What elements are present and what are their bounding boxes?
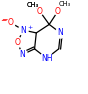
Text: O: O xyxy=(14,38,20,47)
Text: N: N xyxy=(58,28,63,37)
Text: NH: NH xyxy=(41,54,52,63)
Text: CH₃: CH₃ xyxy=(27,2,39,8)
Text: O: O xyxy=(7,18,13,27)
Circle shape xyxy=(18,49,27,60)
Circle shape xyxy=(36,8,43,15)
Text: N: N xyxy=(21,26,26,35)
Text: −: − xyxy=(1,15,8,24)
Text: N: N xyxy=(20,50,25,59)
Text: −: − xyxy=(0,16,7,25)
Circle shape xyxy=(60,0,69,10)
Circle shape xyxy=(6,17,15,28)
Circle shape xyxy=(41,52,53,65)
Circle shape xyxy=(56,28,65,38)
Text: CH₃: CH₃ xyxy=(27,2,39,8)
Circle shape xyxy=(54,8,61,15)
Text: +: + xyxy=(28,25,33,30)
Circle shape xyxy=(28,0,38,10)
Text: O: O xyxy=(37,7,43,16)
Text: O: O xyxy=(55,7,61,16)
Text: CH₃: CH₃ xyxy=(58,1,70,7)
Circle shape xyxy=(13,37,22,47)
Circle shape xyxy=(19,25,28,35)
